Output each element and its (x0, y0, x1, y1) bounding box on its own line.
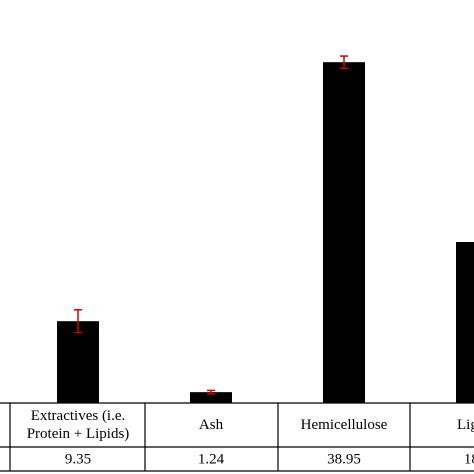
bar (323, 62, 365, 403)
value-cell: 18.4 (464, 451, 474, 467)
value-cell: 38.95 (327, 451, 361, 467)
x-tick-label: Extractives (i.e. Protein + Lipids) (26, 408, 130, 442)
x-tick-label: Ash (198, 417, 224, 433)
bar (190, 392, 232, 403)
value-cell: 1.24 (198, 451, 225, 467)
value-cell: 9.35 (65, 451, 91, 467)
x-tick-label: Hemicellulose (300, 417, 388, 433)
category-cell: Hemicellulose (300, 417, 388, 433)
bar (57, 321, 99, 403)
category-cell: Lignin (457, 417, 474, 433)
category-cell: Ash (198, 417, 224, 433)
x-tick-label: Lignin (457, 417, 474, 433)
table-lines (0, 402, 474, 472)
category-cell: Extractives (i.e. Protein + Lipids) (26, 408, 130, 442)
bar (456, 242, 474, 403)
